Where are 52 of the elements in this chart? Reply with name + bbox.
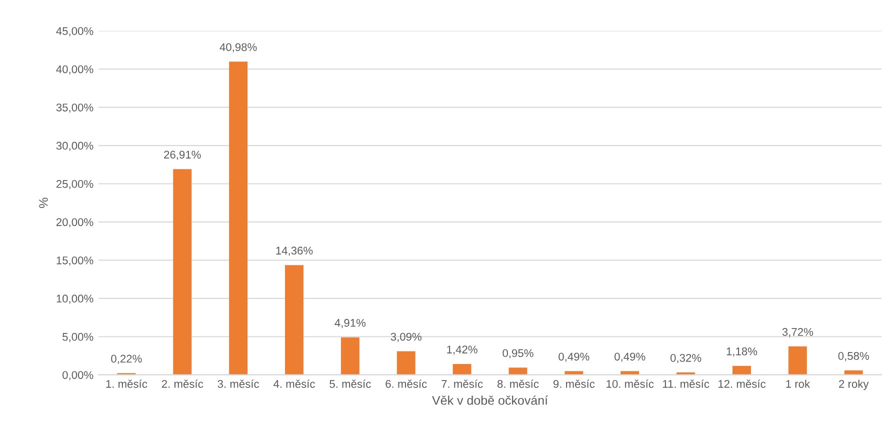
bar [229, 62, 248, 375]
data-label: 26,91% [164, 150, 201, 160]
x-tick-label: 8. měsíc [497, 380, 539, 388]
bar [732, 366, 751, 375]
y-tick-label: 25,00% [56, 180, 94, 190]
data-label: 0,58% [838, 352, 869, 362]
bar [508, 368, 528, 375]
bar [844, 370, 863, 375]
bar [173, 169, 192, 375]
y-tick-label: 0,00% [62, 371, 94, 380]
y-axis-title: % [39, 198, 48, 208]
data-label: 1,18% [726, 347, 758, 357]
data-label: 0,49% [558, 352, 590, 362]
data-label: 0,22% [111, 354, 142, 364]
data-label: 1,42% [447, 346, 478, 355]
data-label: 3,09% [390, 332, 422, 342]
x-tick-label: 4. měsíc [273, 380, 315, 388]
x-tick-label: 10. měsíc [606, 380, 654, 388]
x-axis-title: Věk v době očkování [432, 395, 548, 405]
data-label: 0,49% [614, 352, 646, 362]
x-tick-label: 12. měsíc [718, 380, 766, 388]
bar [452, 364, 472, 375]
x-tick-label: 1. měsíc [106, 380, 148, 388]
data-label: 0,32% [670, 354, 702, 364]
y-tick-label: 15,00% [56, 256, 94, 266]
x-tick-label: 2. měsíc [162, 380, 204, 388]
y-tick-label: 5,00% [62, 332, 94, 342]
bar [396, 351, 416, 375]
data-label: 3,72% [782, 328, 814, 338]
x-tick-label: 9. měsíc [553, 380, 595, 388]
y-tick-label: 20,00% [56, 218, 94, 228]
data-label: 4,91% [334, 318, 366, 328]
y-tick-label: 30,00% [56, 142, 94, 151]
x-tick-label: 1 rok [786, 380, 810, 388]
x-tick-label: 11. měsíc [662, 380, 710, 388]
bar [340, 337, 360, 375]
y-tick-label: 45,00% [56, 27, 94, 36]
x-tick-label: 5. měsíc [330, 380, 371, 388]
data-label: 40,98% [220, 43, 257, 52]
x-tick-label: 3. měsíc [218, 380, 259, 388]
bar [285, 265, 304, 375]
x-tick-label: 2 roky [839, 380, 869, 390]
bar [620, 371, 640, 375]
y-tick-label: 10,00% [56, 294, 94, 304]
y-tick-label: 40,00% [56, 65, 94, 75]
x-tick-label: 6. měsíc [386, 380, 427, 388]
x-tick-label: 7. měsíc [442, 380, 483, 388]
bar [564, 371, 584, 375]
bar [788, 346, 807, 375]
data-label: 0,95% [502, 349, 534, 358]
data-label: 14,36% [276, 246, 313, 256]
y-tick-label: 35,00% [56, 104, 94, 113]
